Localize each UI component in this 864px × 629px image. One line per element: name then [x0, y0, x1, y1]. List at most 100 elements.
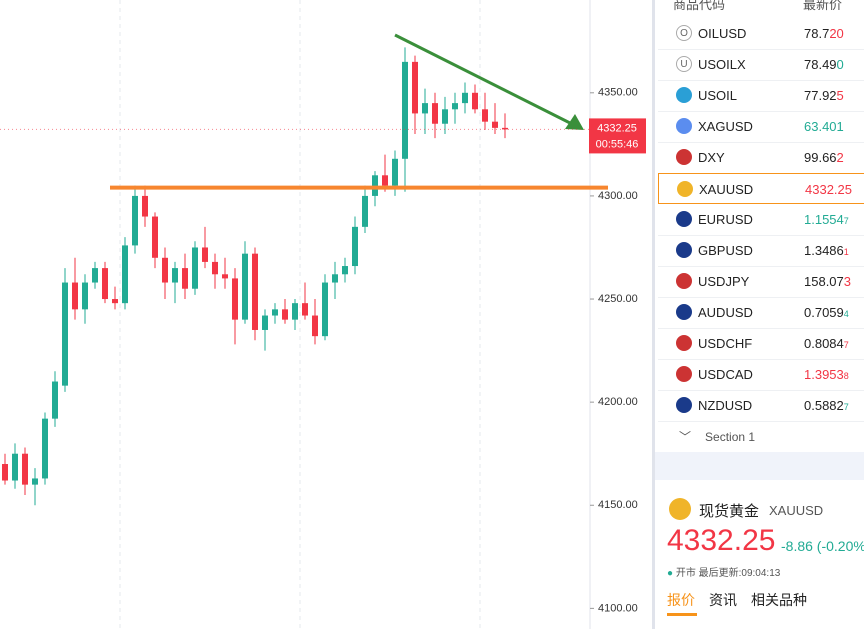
symbol-icon — [676, 211, 692, 227]
symbol-icon — [676, 273, 692, 289]
watch-row[interactable]: GBPUSD 1.34861 — [658, 235, 864, 267]
tabs: 报价 资讯 相关品种 — [667, 590, 821, 610]
candle-body — [202, 247, 208, 262]
watch-row[interactable]: U USOILX 78.490 — [658, 49, 864, 81]
price-tail: 5 — [836, 88, 844, 103]
y-tick-label: 4200.00 — [598, 396, 638, 408]
candle-body — [42, 418, 48, 479]
candle-body — [282, 309, 288, 320]
candle-body — [32, 478, 38, 485]
price-main: 1.1554 — [804, 212, 844, 227]
watch-row[interactable]: AUDUSD 0.70594 — [658, 297, 864, 329]
symbol-icon — [677, 181, 693, 197]
y-tick-label: 4150.00 — [598, 499, 638, 511]
candle-body — [232, 278, 238, 320]
y-tick-label: 4250.00 — [598, 293, 638, 305]
watch-row[interactable]: USDCHF 0.80847 — [658, 328, 864, 360]
watchlist: 商品代码 最新价 O OILUSD 78.720 U USOILX 78.490 USOIL… — [652, 0, 864, 629]
symbol: USDJPY — [698, 274, 750, 289]
price: 1.34861 — [804, 243, 849, 258]
price-main: 99.66 — [804, 150, 837, 165]
divider — [655, 452, 864, 480]
tab[interactable]: 报价 — [667, 592, 695, 608]
candle-body — [102, 268, 108, 300]
price: 4332.25 — [805, 182, 852, 197]
candle-body — [412, 61, 418, 114]
watch-row[interactable]: DXY 99.662 — [658, 142, 864, 174]
price-main: 78.7 — [804, 26, 830, 41]
price: 0.58827 — [804, 398, 849, 413]
detail-name: 现货黄金 — [699, 503, 760, 520]
symbol: USOIL — [698, 88, 738, 103]
watch-row[interactable]: NZDUSD 0.58827 — [658, 390, 864, 422]
candle-body — [172, 268, 178, 283]
watch-row[interactable]: XAUUSD 4332.25 — [658, 173, 864, 204]
candle-body — [182, 268, 188, 289]
candle-body — [142, 195, 148, 217]
watch-row[interactable]: EURUSD 1.15547 — [658, 204, 864, 236]
tab-underline — [667, 613, 697, 616]
candle-body — [362, 195, 368, 227]
price-main: 0.5882 — [804, 398, 844, 413]
symbol-icon — [676, 366, 692, 382]
symbol-icon — [676, 87, 692, 103]
watch-row[interactable]: USDJPY 158.073 — [658, 266, 864, 298]
candle-body — [292, 303, 298, 320]
candle-body — [432, 103, 438, 124]
candle-body — [112, 299, 118, 304]
watch-row[interactable]: O OILUSD 78.720 — [658, 18, 864, 50]
price-tail: 3 — [843, 274, 851, 289]
price: 99.662 — [804, 150, 844, 165]
symbol: EURUSD — [698, 212, 753, 227]
candle-body — [422, 103, 428, 114]
header-price: 最新价 — [803, 0, 843, 12]
symbol-icon — [676, 304, 692, 320]
symbol: USDCHF — [698, 336, 753, 351]
chevron: ﹀ — [679, 430, 692, 444]
candle-body — [132, 195, 138, 246]
detail-symbol: XAUUSD — [769, 503, 824, 518]
candle-body — [152, 216, 158, 258]
candle-body — [162, 257, 168, 283]
symbol: OILUSD — [698, 26, 747, 41]
candle-body — [372, 175, 378, 196]
price-tail: 7 — [843, 402, 849, 412]
watch-row[interactable]: XAGUSD 63.401 — [658, 111, 864, 143]
price-tail: 8 — [843, 371, 849, 381]
y-tick-label: 4350.00 — [598, 87, 638, 99]
price: 78.720 — [804, 26, 844, 41]
symbol-icon — [676, 397, 692, 413]
header-symbol: 商品代码 — [673, 0, 726, 12]
candle-body — [502, 127, 508, 130]
candle-body — [22, 453, 28, 485]
tab[interactable]: 资讯 — [709, 592, 737, 608]
symbol: USDCAD — [698, 367, 753, 382]
detail-change: -8.86 (-0.20%) — [781, 538, 864, 554]
watch-row[interactable]: USOIL 77.925 — [658, 80, 864, 112]
candle-body — [12, 453, 18, 481]
price: 1.39538 — [804, 367, 849, 382]
tab[interactable]: 相关品种 — [751, 592, 807, 608]
symbol-icon — [676, 118, 692, 134]
section[interactable]: ﹀ Section 1 — [679, 428, 755, 445]
y-tick-label: 4300.00 — [598, 190, 638, 202]
price-main: 78.49 — [804, 57, 837, 72]
price-main: 4332.25 — [805, 182, 852, 197]
detail: 现货黄金 XAUUSD 4332.25 -8.86 (-0.20%) ● 开市 … — [655, 480, 864, 629]
symbol-icon — [676, 149, 692, 165]
watch-row[interactable]: USDCAD 1.39538 — [658, 359, 864, 391]
price-tail: 4 — [843, 309, 849, 319]
price-main: 63.401 — [804, 119, 844, 134]
price-tail: 0 — [836, 57, 844, 72]
candle-body — [222, 274, 228, 279]
candle-body — [352, 226, 358, 267]
symbol: GBPUSD — [698, 243, 753, 258]
candle-body — [52, 381, 58, 419]
symbol: AUDUSD — [698, 305, 753, 320]
candle-body — [212, 261, 218, 275]
candle-body — [322, 282, 328, 337]
symbol-icon — [676, 335, 692, 351]
price-main: 0.7059 — [804, 305, 844, 320]
price-main: 1.3486 — [804, 243, 844, 258]
